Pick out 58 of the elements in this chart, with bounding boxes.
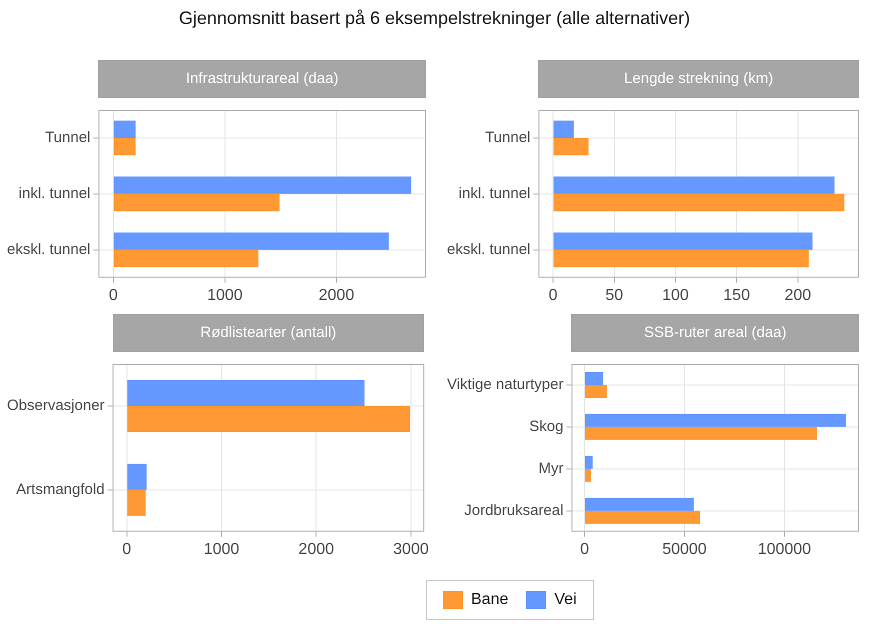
bar	[585, 468, 591, 482]
x-tick-label: 3000	[393, 540, 429, 558]
chart-title: Lengde strekning (km)	[538, 60, 859, 98]
y-tick-label: Observasjoner	[6, 397, 105, 414]
x-tick-label: 0	[548, 286, 558, 304]
bar	[114, 194, 280, 212]
bar	[114, 138, 136, 156]
chart-title: Rødlistearter (antall)	[112, 314, 424, 352]
x-tick-label: 2000	[298, 540, 334, 558]
bar	[114, 120, 136, 138]
bar	[585, 510, 700, 524]
y-tick-label: Myr	[538, 460, 564, 478]
y-tick-label: ekskl. tunnel	[446, 240, 530, 258]
y-tick-label: Tunnel	[45, 129, 90, 146]
bar	[127, 380, 365, 406]
bar	[554, 176, 835, 194]
bar	[585, 498, 694, 511]
bar	[127, 464, 147, 490]
bar	[554, 194, 844, 212]
x-tick-label: 1000	[207, 286, 243, 304]
x-tick-label: 0	[122, 540, 132, 558]
bar	[585, 456, 593, 469]
bar	[114, 250, 258, 268]
bar	[585, 414, 846, 427]
bar	[554, 250, 809, 268]
bar	[585, 384, 607, 398]
chart-title: SSB-ruter areal (daa)	[571, 314, 859, 352]
bar	[114, 176, 412, 194]
x-tick-label: 2000	[318, 286, 354, 304]
text: Gjennomsnitt basert på 6 eksempelstrekninger (alle alternativer)	[178, 8, 692, 29]
x-tick-label: 100000	[758, 540, 812, 558]
legend-label: Vei	[554, 591, 577, 609]
x-tick-label: 0	[108, 286, 118, 304]
y-tick-label: Tunnel	[485, 129, 530, 146]
bar	[585, 372, 604, 385]
y-tick-label: Jordbruksareal	[464, 502, 564, 519]
y-tick-label: inkl. tunnel	[458, 185, 530, 202]
bar	[554, 232, 812, 250]
x-tick-label: 150	[723, 286, 750, 304]
bar	[585, 426, 817, 440]
bar	[127, 490, 146, 516]
x-tick-label: 50000	[662, 540, 707, 558]
bar	[114, 232, 389, 250]
x-tick-label: 1000	[204, 540, 240, 558]
y-tick-label: Artsmangfold	[16, 480, 105, 498]
y-tick-label: Viktige naturtyper	[446, 376, 564, 394]
legend-label: Bane	[471, 591, 508, 609]
y-tick-label: Skog	[529, 418, 564, 436]
x-tick-label: 200	[784, 286, 812, 304]
x-tick-label: 0	[580, 540, 590, 558]
y-tick-label: inkl. tunnel	[18, 185, 90, 202]
y-tick-label: ekskl. tunnel	[6, 240, 90, 258]
x-tick-label: 50	[605, 286, 624, 304]
x-tick-label: 100	[662, 286, 689, 304]
bar	[554, 138, 589, 156]
bar	[127, 406, 410, 432]
chart-title: Infrastrukturareal (daa)	[98, 60, 426, 98]
bar	[554, 120, 574, 138]
